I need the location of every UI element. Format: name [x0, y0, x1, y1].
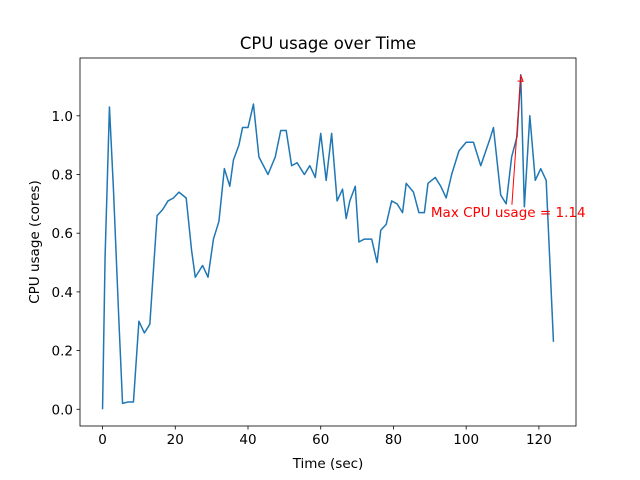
y-tick-label: 0.6 — [52, 226, 73, 242]
y-tick-label: 1.0 — [52, 109, 73, 125]
x-tick-label: 40 — [239, 432, 256, 448]
y-tick-label: 0.0 — [52, 402, 73, 418]
x-tick-label: 0 — [98, 432, 107, 448]
y-tick-label: 0.2 — [52, 344, 73, 360]
x-axis-label: Time (sec) — [292, 456, 364, 472]
x-tick-label: 80 — [385, 432, 402, 448]
y-axis-label: CPU usage (cores) — [27, 180, 43, 304]
annotation-arrow — [511, 76, 522, 205]
chart-title: CPU usage over Time — [240, 34, 416, 53]
x-tick-label: 120 — [526, 432, 552, 448]
plot-frame — [79, 57, 577, 427]
annotation-text: Max CPU usage = 1.14 — [431, 205, 586, 221]
annotation-arrowhead — [517, 74, 524, 82]
y-tick-label: 0.4 — [52, 285, 73, 301]
data-line — [101, 73, 555, 410]
x-tick-label: 100 — [453, 432, 479, 448]
y-tick-label: 0.8 — [52, 168, 73, 184]
x-tick-label: 60 — [312, 432, 329, 448]
x-tick-label: 20 — [167, 432, 184, 448]
